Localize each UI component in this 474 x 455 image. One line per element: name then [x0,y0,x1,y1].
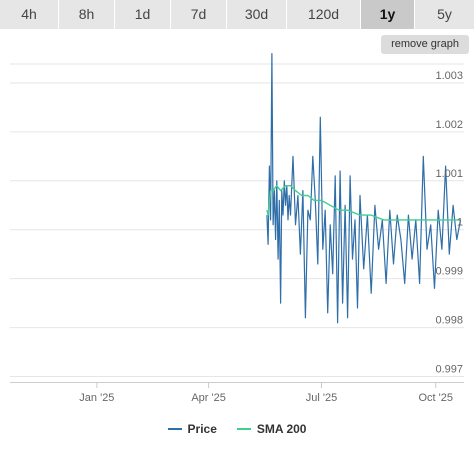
price-line [266,52,462,324]
y-tick-label: 1.003 [435,70,463,82]
tab-30d[interactable]: 30d [227,0,287,29]
legend-item-sma[interactable]: SMA 200 [236,422,307,436]
legend-swatch-sma [236,428,251,430]
tab-5y[interactable]: 5y [415,0,474,29]
series-layer [266,52,462,324]
remove-graph-button[interactable]: remove graph [381,35,469,54]
tab-120d[interactable]: 120d [287,0,361,29]
y-tick-label: 0.998 [435,315,463,327]
y-tick-label: 1.002 [435,119,463,131]
tab-8h[interactable]: 8h [59,0,115,29]
legend-label-price: Price [187,422,217,436]
tab-1y[interactable]: 1y [361,0,415,29]
legend-item-price[interactable]: Price [167,422,217,436]
tab-1d[interactable]: 1d [115,0,171,29]
y-axis-ticks: 0.997 0.998 0.999 1 1.001 1.002 1.003 [435,70,463,376]
legend-label-sma: SMA 200 [256,422,307,436]
chart-legend: Price SMA 200 [0,419,474,439]
y-tick-label: 0.997 [435,364,463,376]
sma-200-line [266,184,461,221]
gridlines [10,63,464,383]
y-tick-label: 1 [457,217,463,229]
y-tick-label: 0.999 [435,266,463,278]
timeframe-tabs: 4h 8h 1d 7d 30d 120d 1y 5y [0,0,474,29]
legend-swatch-price [167,428,182,430]
x-tick-label: Oct '25 [418,392,453,404]
x-tick-label: Jan '25 [79,392,114,404]
tab-7d[interactable]: 7d [171,0,227,29]
x-tick-label: Apr '25 [191,392,226,404]
y-tick-label: 1.001 [435,168,463,180]
tab-4h[interactable]: 4h [0,0,59,29]
x-axis-ticks: Jan '25 Apr '25 Jul '25 Oct '25 [79,382,453,404]
x-tick-label: Jul '25 [306,392,337,404]
